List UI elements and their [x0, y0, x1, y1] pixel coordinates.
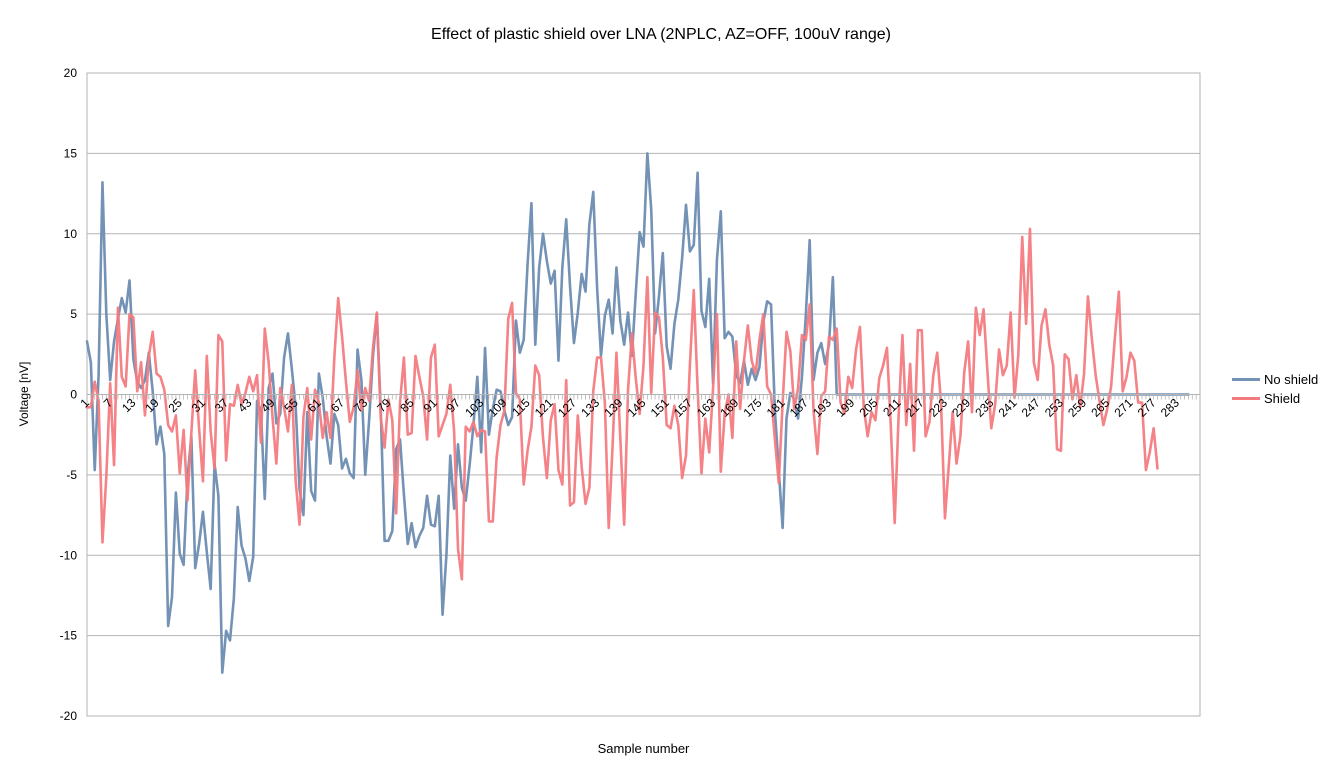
x-axis-label: Sample number — [597, 741, 690, 756]
x-tick-label: 7 — [101, 396, 116, 411]
series-line-shield — [85, 227, 1159, 581]
legend: No shield Shield — [1232, 370, 1318, 408]
x-tick-labels: 1 7 13 19 25 31 37 43 49 55 61 67 73 79 85 91 97 103 109 11… — [77, 395, 1182, 419]
y-tick-label: -10 — [60, 548, 78, 562]
y-tick-label: -15 — [60, 629, 78, 643]
y-tick-label: -20 — [60, 709, 78, 723]
y-tick-label: 15 — [64, 146, 78, 160]
legend-item-no-shield: No shield — [1232, 370, 1318, 389]
y-tick-label: 5 — [70, 307, 77, 321]
legend-label-shield: Shield — [1264, 391, 1301, 406]
x-axis-baseline — [86, 394, 1201, 400]
y-tick-label: 20 — [64, 66, 78, 80]
legend-label-no-shield: No shield — [1264, 372, 1319, 387]
y-axis-label: Voltage [nV] — [17, 361, 31, 427]
y-tick-label: -5 — [66, 468, 77, 482]
legend-swatch-no-shield — [1232, 378, 1260, 381]
y-tick-labels: 20 15 10 5 0 -5 -10 -15 -20 — [60, 66, 78, 723]
y-tick-label: 10 — [64, 227, 78, 241]
y-tick-label: 0 — [70, 388, 77, 402]
legend-item-shield: Shield — [1232, 389, 1318, 408]
legend-swatch-shield — [1232, 397, 1260, 400]
chart-title: Effect of plastic shield over LNA (2NPLC… — [431, 26, 891, 43]
